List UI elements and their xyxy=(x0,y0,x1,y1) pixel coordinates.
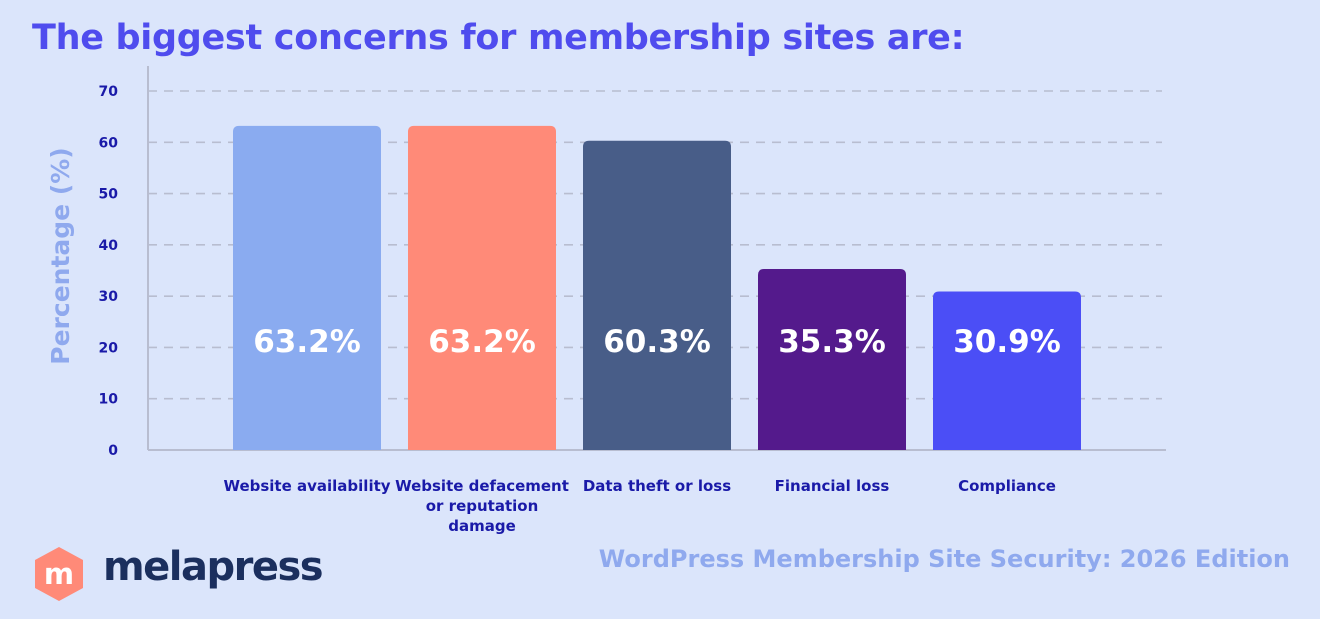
y-tick-label: 0 xyxy=(108,443,118,459)
y-tick-label: 70 xyxy=(99,84,119,100)
y-tick-label: 10 xyxy=(99,392,119,408)
logo-hexagon xyxy=(35,547,83,601)
x-category-label: Financial loss xyxy=(774,477,890,495)
x-category-label: Website defacement or reputation damage xyxy=(395,477,569,535)
brand-name: melapress xyxy=(103,544,324,590)
x-category-label: Compliance xyxy=(958,477,1056,495)
y-axis-label: Percentage (%) xyxy=(46,147,75,364)
bar-value-label: 60.3% xyxy=(603,324,711,360)
bar-value-label: 63.2% xyxy=(253,324,361,360)
bar xyxy=(583,140,731,451)
y-tick-label: 30 xyxy=(99,289,119,305)
bar-value-label: 30.9% xyxy=(953,324,1061,360)
bar xyxy=(408,125,556,451)
x-category-label: Data theft or loss xyxy=(582,477,732,495)
chart-title: The biggest concerns for membership site… xyxy=(32,18,965,58)
bar-value-label: 35.3% xyxy=(778,324,886,360)
bar xyxy=(233,125,381,451)
bar xyxy=(933,291,1081,450)
x-category-label: Website availability xyxy=(223,477,391,495)
bar-value-label: 63.2% xyxy=(428,324,536,360)
y-tick-label: 20 xyxy=(99,340,119,356)
y-tick-label: 60 xyxy=(99,135,119,151)
source-caption: WordPress Membership Site Security: 2026… xyxy=(598,545,1290,573)
bar-chart: 0 10 20 30 40 50 60 70 63.2% 63.2% 60.3% 35.3% 30.9… xyxy=(46,66,1166,459)
y-tick-label: 40 xyxy=(99,238,119,254)
bar xyxy=(758,268,906,450)
melapress-logo: m xyxy=(35,547,83,601)
logo-letter: m xyxy=(44,557,74,591)
y-tick-label: 50 xyxy=(99,187,119,203)
